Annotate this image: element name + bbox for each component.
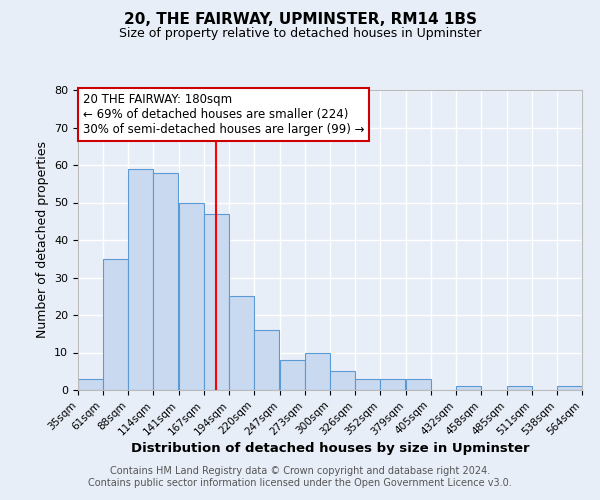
Bar: [380, 379, 405, 390]
Text: 20, THE FAIRWAY, UPMINSTER, RM14 1BS: 20, THE FAIRWAY, UPMINSTER, RM14 1BS: [124, 12, 476, 28]
Y-axis label: Number of detached properties: Number of detached properties: [35, 142, 49, 338]
Bar: [507, 386, 532, 390]
Bar: [305, 352, 329, 390]
Bar: [153, 172, 178, 390]
Bar: [128, 169, 153, 390]
Bar: [355, 379, 380, 390]
Bar: [229, 296, 254, 390]
Bar: [280, 360, 305, 390]
Text: Contains HM Land Registry data © Crown copyright and database right 2024.
Contai: Contains HM Land Registry data © Crown c…: [88, 466, 512, 487]
Bar: [204, 214, 229, 390]
Bar: [456, 386, 481, 390]
Bar: [406, 379, 431, 390]
Bar: [179, 202, 204, 390]
Bar: [78, 379, 103, 390]
Text: 20 THE FAIRWAY: 180sqm
← 69% of detached houses are smaller (224)
30% of semi-de: 20 THE FAIRWAY: 180sqm ← 69% of detached…: [83, 93, 365, 136]
Text: Size of property relative to detached houses in Upminster: Size of property relative to detached ho…: [119, 28, 481, 40]
Bar: [331, 371, 355, 390]
Bar: [557, 386, 582, 390]
Bar: [103, 259, 128, 390]
X-axis label: Distribution of detached houses by size in Upminster: Distribution of detached houses by size …: [131, 442, 529, 455]
Bar: [254, 330, 279, 390]
